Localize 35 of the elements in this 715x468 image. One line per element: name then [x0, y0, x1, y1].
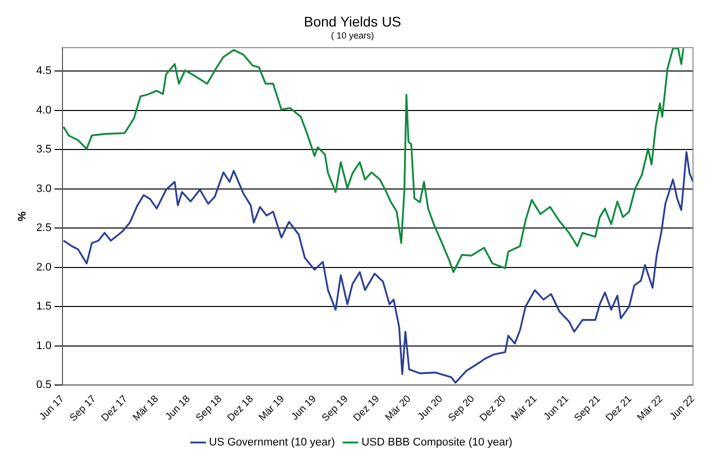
x-tick-label: Dez 18 — [226, 393, 256, 424]
x-tick-label: Sep 21 — [572, 393, 604, 424]
legend-label: USD BBB Composite (10 year) — [361, 436, 512, 449]
x-tick-label: Sep 17 — [68, 393, 99, 424]
y-tick-label: 4.0 — [36, 104, 52, 116]
x-tick-label: Sep 18 — [194, 393, 225, 424]
x-tick-label: Dez 20 — [478, 393, 508, 424]
y-tick-label: 0.5 — [36, 379, 52, 392]
x-tick-label: Mär 20 — [383, 393, 414, 424]
y-tick-label: 1.5 — [36, 300, 52, 313]
x-tick-label: Jun 18 — [164, 393, 193, 423]
x-tick-label: Sep 19 — [320, 393, 351, 424]
x-tick-label: Mär 22 — [636, 393, 666, 424]
chart-subtitle: ( 10 years) — [330, 30, 374, 41]
x-tick-label: Jun 22 — [668, 393, 698, 423]
x-tick-label: Jun 17 — [38, 393, 67, 423]
y-tick-label: 4.5 — [36, 65, 52, 78]
y-tick-label: 2.0 — [36, 261, 52, 274]
x-tick-label: Mär 21 — [509, 393, 540, 424]
x-tick-label: Sep 20 — [446, 393, 478, 424]
y-tick-label: 1.0 — [36, 340, 52, 352]
x-tick-label: Dez 17 — [100, 393, 130, 424]
x-tick-label: Jun 19 — [290, 393, 319, 423]
x-tick-label: Mär 18 — [131, 393, 162, 424]
legend-label: US Government (10 year) — [209, 436, 335, 449]
y-tick-label: 3.0 — [36, 182, 52, 195]
x-tick-label: Jun 20 — [416, 393, 446, 423]
chart-title: Bond Yields US — [304, 13, 402, 30]
x-tick-label: Mär 19 — [257, 393, 288, 424]
x-tick-label: Dez 19 — [352, 393, 382, 424]
x-tick-label: Jun 21 — [542, 393, 572, 423]
y-tick-label: 3.5 — [36, 144, 52, 156]
y-tick-label: 2.5 — [36, 222, 52, 234]
x-tick-label: Dez 21 — [604, 393, 635, 424]
y-axis-title: % — [16, 211, 29, 222]
